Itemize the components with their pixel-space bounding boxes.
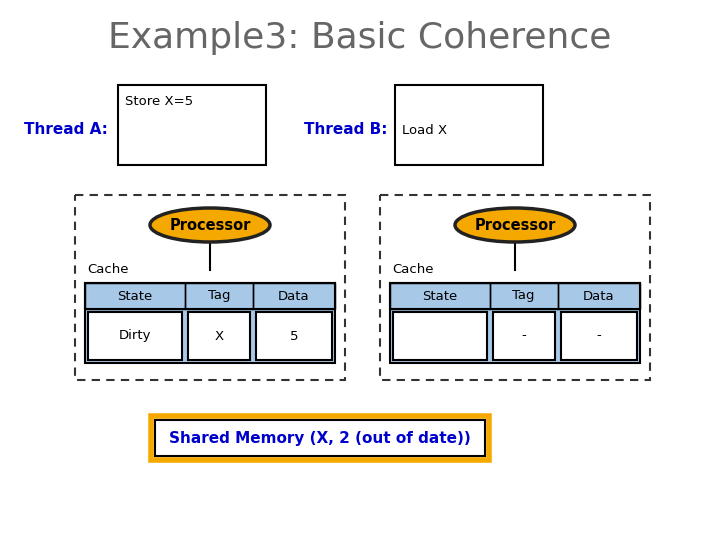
Ellipse shape	[150, 208, 270, 242]
Bar	[88, 312, 182, 360]
Bar	[393, 312, 487, 360]
Text: X: X	[214, 329, 223, 342]
Bar	[490, 283, 557, 309]
Text: Shared Memory (X, 2 (out of date)): Shared Memory (X, 2 (out of date))	[169, 430, 471, 445]
Bar	[493, 312, 554, 360]
Text: 5: 5	[289, 329, 298, 342]
Text: Cache: Cache	[87, 263, 128, 276]
Bar	[557, 283, 640, 309]
Text: -: -	[596, 329, 601, 342]
Bar	[380, 195, 650, 380]
Text: State: State	[423, 289, 458, 302]
Text: Example3: Basic Coherence: Example3: Basic Coherence	[108, 21, 612, 55]
Bar	[390, 283, 490, 309]
Bar	[395, 85, 543, 165]
Bar	[253, 283, 335, 309]
Bar	[390, 283, 640, 309]
Text: Tag: Tag	[513, 289, 535, 302]
Text: Load X: Load X	[402, 124, 447, 137]
Text: Thread B:: Thread B:	[305, 123, 388, 138]
Bar	[75, 195, 345, 380]
Bar	[118, 85, 266, 165]
Text: Processor: Processor	[169, 218, 251, 233]
Text: Data: Data	[278, 289, 310, 302]
Text: Dirty: Dirty	[119, 329, 151, 342]
Bar	[151, 416, 489, 460]
Text: Data: Data	[583, 289, 615, 302]
Bar	[390, 283, 640, 363]
Bar	[256, 312, 332, 360]
Text: -: -	[521, 329, 526, 342]
Text: Cache: Cache	[392, 263, 433, 276]
Bar	[185, 283, 253, 309]
Text: State: State	[117, 289, 153, 302]
Bar	[85, 283, 335, 309]
Text: Processor: Processor	[474, 218, 556, 233]
Text: Tag: Tag	[207, 289, 230, 302]
Bar	[85, 283, 335, 363]
Text: Store X=5: Store X=5	[125, 95, 193, 108]
Bar	[85, 283, 185, 309]
Ellipse shape	[455, 208, 575, 242]
Bar	[560, 312, 637, 360]
Bar	[155, 420, 485, 456]
Bar	[188, 312, 250, 360]
Text: Thread A:: Thread A:	[24, 123, 108, 138]
